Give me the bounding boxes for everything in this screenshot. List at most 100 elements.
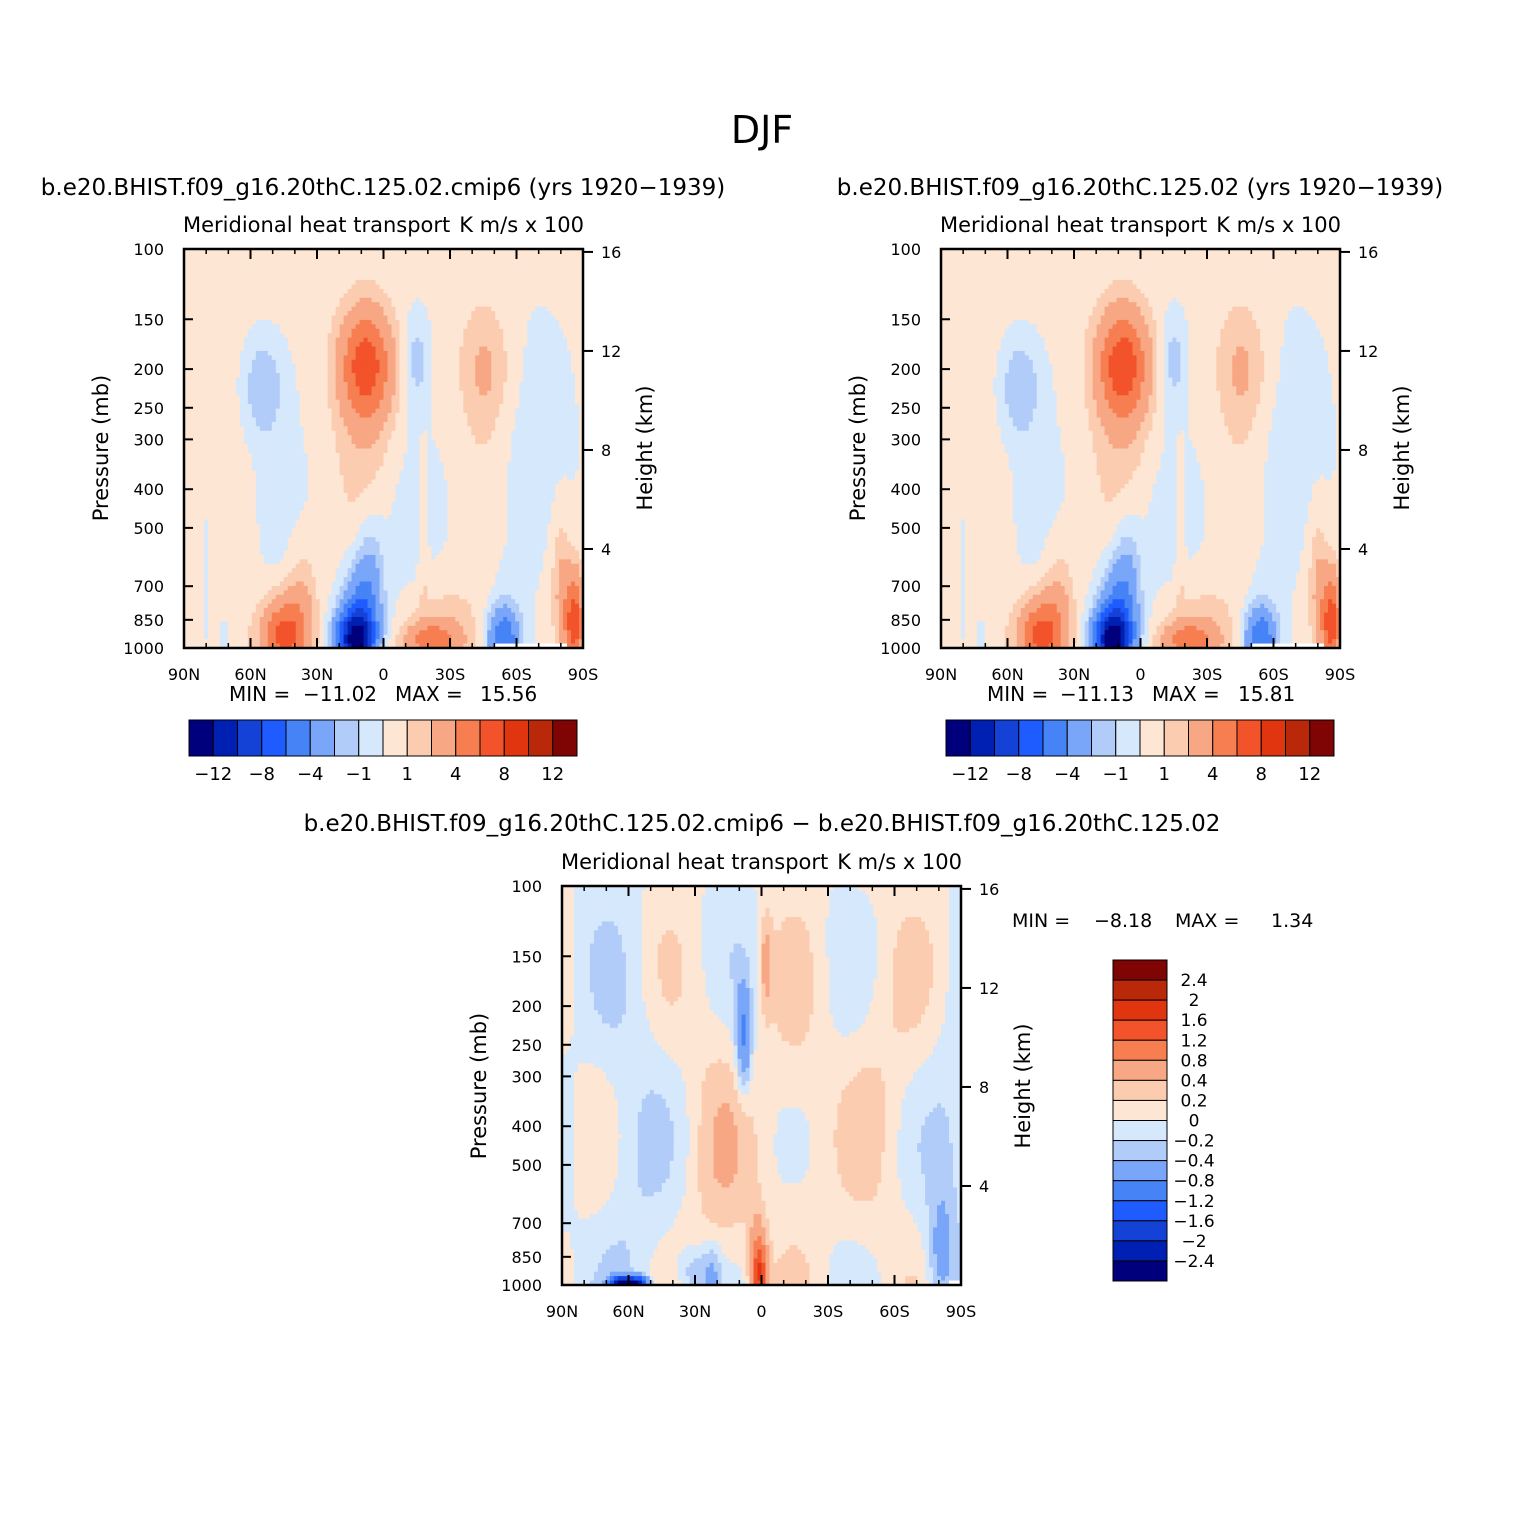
field-cell — [427, 462, 432, 467]
field-cell — [471, 276, 476, 281]
field-cell — [411, 293, 416, 298]
field-cell — [244, 391, 249, 396]
field-cell — [531, 462, 536, 467]
field-cell — [224, 395, 229, 400]
field-cell — [459, 329, 464, 334]
field-cell — [216, 391, 221, 396]
field-cell — [384, 400, 389, 405]
field-cell — [348, 422, 353, 427]
field-cell — [527, 293, 532, 298]
field-cell — [403, 382, 408, 387]
field-cell — [264, 347, 269, 352]
field-cell — [535, 457, 540, 462]
field-cell — [531, 253, 536, 258]
field-cell — [224, 316, 229, 321]
field-cell — [308, 413, 313, 418]
field-cell — [551, 373, 556, 378]
field-cell — [308, 342, 313, 347]
field-cell — [447, 395, 452, 400]
field-cell — [483, 320, 488, 325]
field-cell — [216, 280, 221, 285]
field-cell — [224, 364, 229, 369]
field-cell — [224, 435, 229, 440]
field-cell — [571, 364, 576, 369]
field-cell — [324, 329, 329, 334]
field-cell — [471, 298, 476, 303]
field-cell — [304, 302, 309, 307]
field-cell — [316, 302, 321, 307]
field-cell — [208, 320, 213, 325]
field-cell — [395, 440, 400, 445]
field-cell — [479, 426, 484, 431]
field-cell — [503, 382, 508, 387]
field-cell — [292, 391, 297, 396]
field-cell — [439, 262, 444, 267]
field-cell — [352, 404, 357, 409]
field-cell — [252, 404, 257, 409]
field-cell — [551, 289, 556, 294]
field-cell — [244, 382, 249, 387]
field-cell — [208, 302, 213, 307]
field-cell — [479, 435, 484, 440]
field-cell — [328, 333, 333, 338]
field-cell — [555, 449, 560, 454]
field-cell — [459, 284, 464, 289]
field-cell — [483, 391, 488, 396]
field-cell — [380, 386, 385, 391]
field-cell — [360, 364, 365, 369]
field-cell — [304, 440, 309, 445]
field-cell — [455, 462, 460, 467]
field-cell — [384, 440, 389, 445]
field-cell — [387, 360, 392, 365]
field-cell — [447, 426, 452, 431]
field-cell — [419, 457, 424, 462]
field-cell — [236, 276, 241, 281]
field-cell — [559, 409, 564, 414]
field-cell — [487, 293, 492, 298]
field-cell — [372, 320, 377, 325]
field-cell — [567, 453, 572, 458]
field-cell — [312, 324, 317, 329]
field-cell — [535, 351, 540, 356]
field-cell — [539, 338, 544, 343]
field-cell — [244, 435, 249, 440]
field-cell — [240, 378, 245, 383]
field-cell — [240, 395, 245, 400]
field-cell — [292, 369, 297, 374]
field-cell — [260, 338, 265, 343]
field-cell — [360, 302, 365, 307]
field-cell — [232, 276, 237, 281]
field-cell — [475, 258, 480, 263]
field-cell — [348, 373, 353, 378]
field-cell — [212, 298, 217, 303]
field-cell — [300, 422, 305, 427]
field-cell — [248, 444, 253, 449]
field-cell — [431, 280, 436, 285]
field-cell — [423, 276, 428, 281]
field-cell — [192, 431, 197, 436]
field-cell — [264, 440, 269, 445]
field-cell — [443, 391, 448, 396]
field-cell — [511, 440, 516, 445]
field-cell — [471, 289, 476, 294]
field-cell — [232, 466, 237, 471]
field-cell — [192, 400, 197, 405]
field-cell — [328, 444, 333, 449]
field-cell — [499, 307, 504, 312]
field-cell — [511, 435, 516, 440]
field-cell — [407, 316, 412, 321]
field-cell — [455, 369, 460, 374]
field-cell — [364, 417, 369, 422]
field-cell — [336, 462, 341, 467]
field-cell — [316, 431, 321, 436]
field-cell — [407, 382, 412, 387]
field-cell — [276, 253, 281, 258]
field-cell — [443, 462, 448, 467]
field-cell — [523, 293, 528, 298]
field-cell — [459, 395, 464, 400]
field-cell — [391, 391, 396, 396]
field-cell — [300, 400, 305, 405]
field-cell — [288, 404, 293, 409]
field-cell — [276, 284, 281, 289]
field-cell — [575, 457, 580, 462]
